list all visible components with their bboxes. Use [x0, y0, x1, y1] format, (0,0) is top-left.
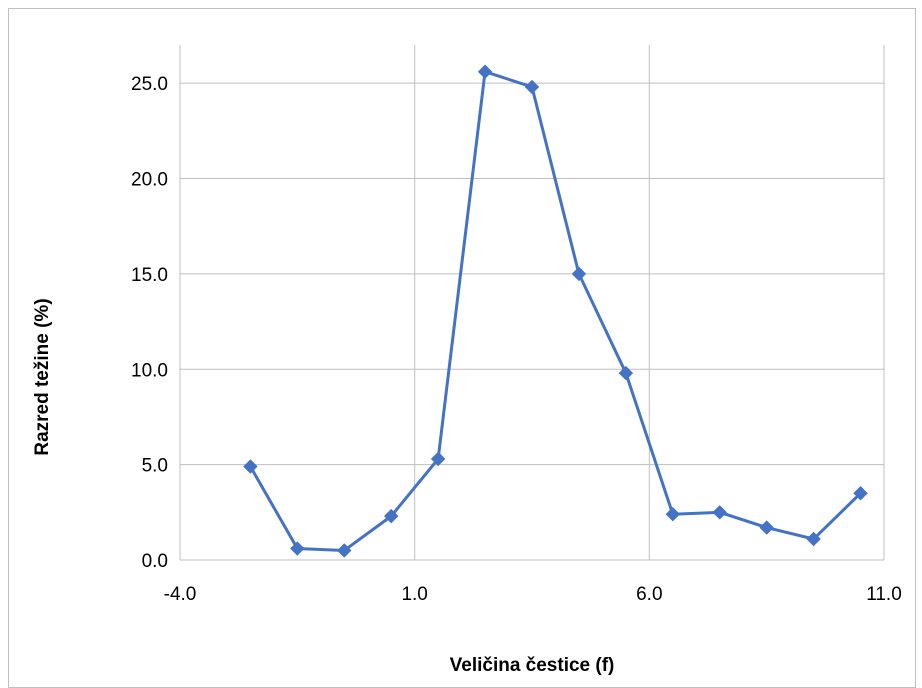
- y-tick-label: 5.0: [142, 456, 168, 477]
- data-point-marker: [853, 486, 868, 501]
- data-point-marker: [806, 531, 821, 547]
- data-point-marker: [243, 459, 258, 474]
- data-point-marker: [665, 507, 681, 522]
- x-tick-label: 11.0: [866, 584, 902, 605]
- y-axis-title: Razred težine (%): [32, 298, 53, 455]
- data-point-marker: [712, 505, 727, 520]
- chart-frame: [8, 8, 916, 688]
- tick-labels: 0.0 5.0 10.0 15.0 20.0 25.0 -4.0 1.0 6.0 11.0: [131, 74, 902, 605]
- data-point-marker: [430, 451, 446, 467]
- x-tick-label: 1.0: [401, 584, 427, 605]
- data-point-marker: [524, 79, 540, 95]
- data-series: [243, 64, 868, 558]
- x-tick-label: 6.0: [636, 584, 662, 605]
- y-tick-label: 25.0: [131, 74, 168, 95]
- data-point-marker: [571, 266, 587, 282]
- data-point-marker: [759, 520, 774, 535]
- y-tick-label: 20.0: [131, 170, 168, 191]
- data-point-marker: [383, 508, 399, 524]
- x-axis-title: Veličina čestice (f): [450, 655, 615, 676]
- data-point-marker: [290, 541, 305, 556]
- data-point-marker: [337, 543, 352, 558]
- y-tick-label: 0.0: [142, 551, 168, 572]
- data-point-marker: [477, 64, 493, 79]
- grid-lines: [179, 45, 885, 561]
- data-point-marker: [618, 365, 634, 381]
- y-tick-label: 15.0: [131, 265, 168, 286]
- y-tick-label: 10.0: [131, 360, 168, 381]
- series-line: [249, 70, 862, 552]
- x-tick-label: -4.0: [164, 584, 197, 605]
